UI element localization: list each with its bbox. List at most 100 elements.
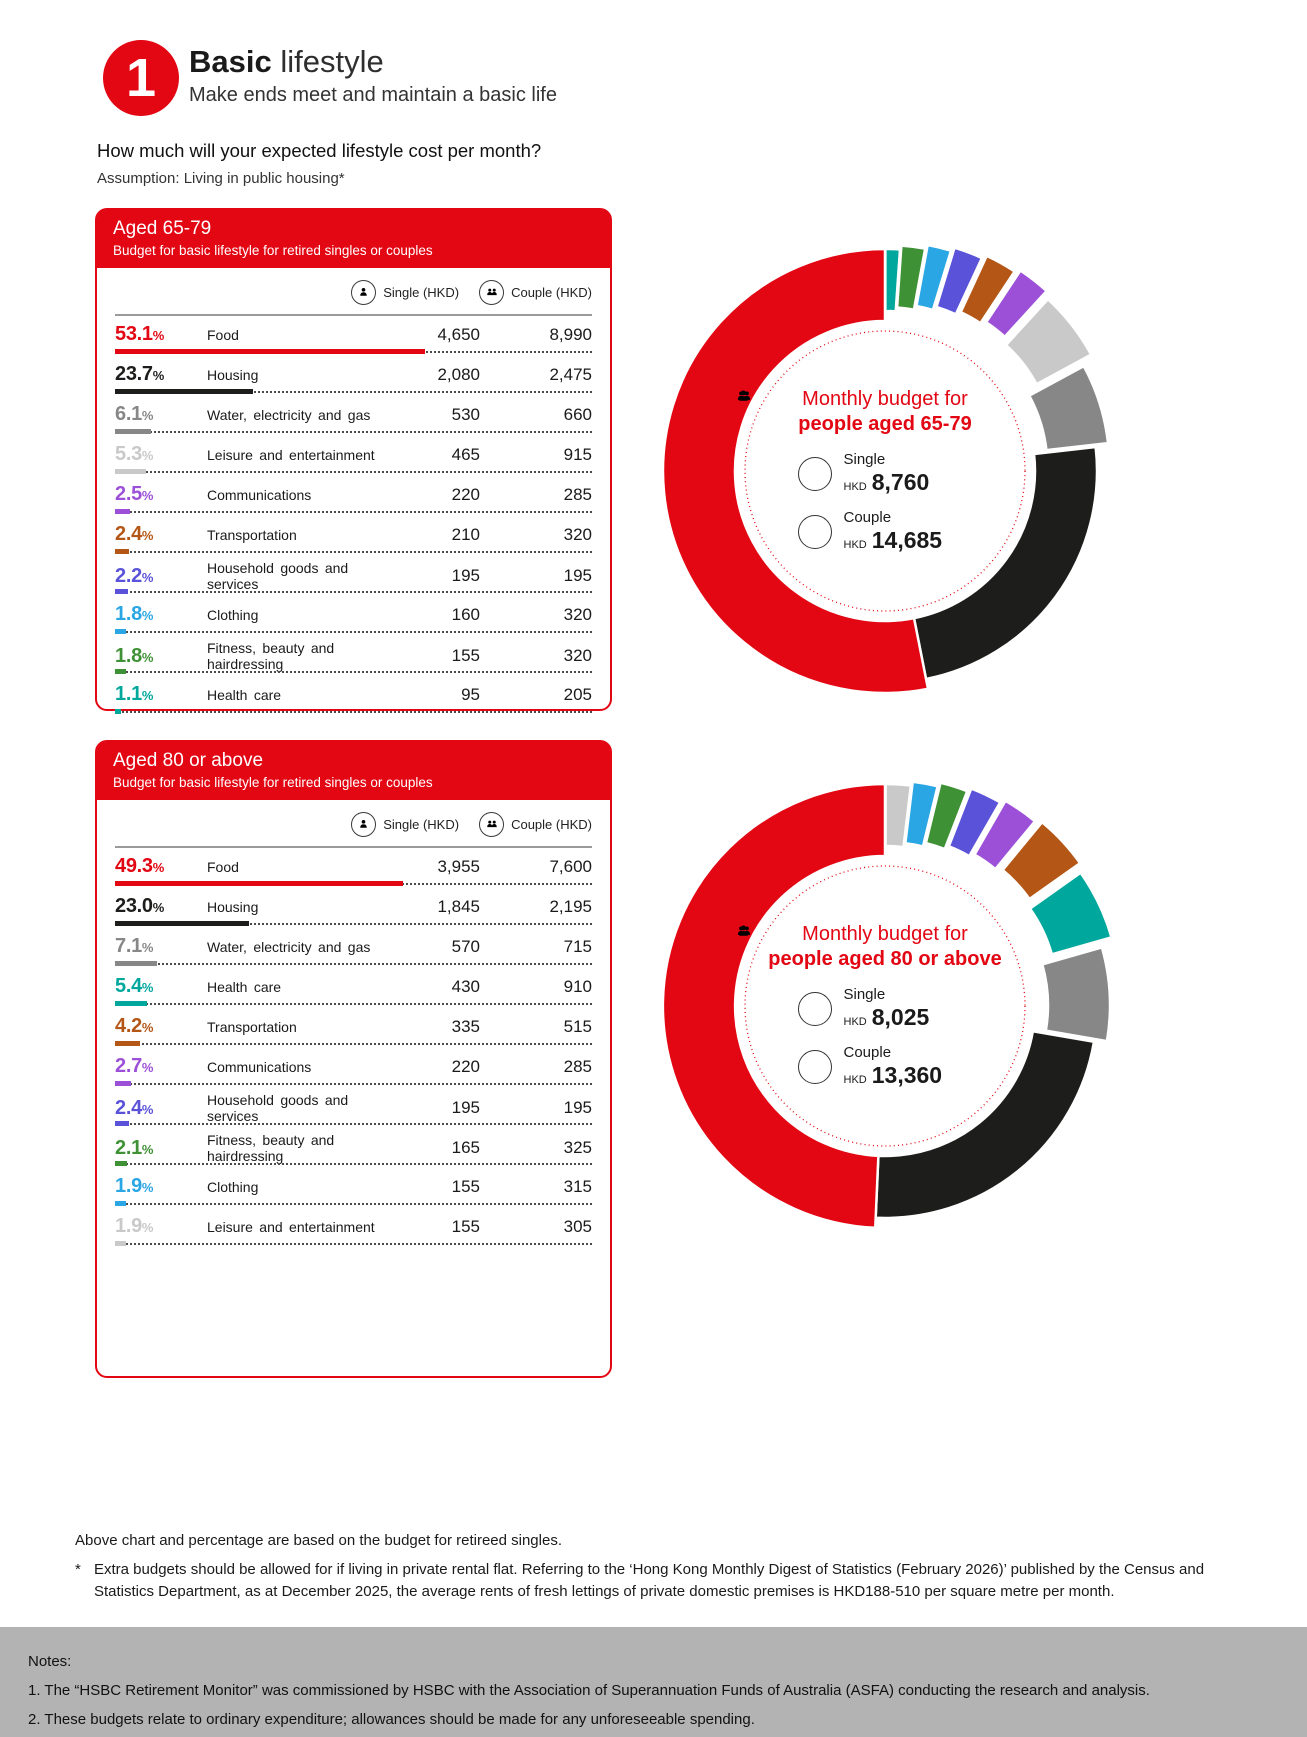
couple-value: 2,475 <box>549 364 592 384</box>
row-underline <box>115 1241 592 1248</box>
category-percent: 2.1% <box>115 1136 154 1159</box>
donut-title-line1: Monthly budget for <box>802 923 968 945</box>
category-percent: 23.7% <box>115 363 164 385</box>
donut-segment-housing <box>912 445 1099 681</box>
table-subtitle: Budget for basic lifestyle for retired s… <box>113 775 433 790</box>
couple-value: 195 <box>563 566 592 585</box>
donut-segment-communications <box>972 799 1037 871</box>
couple-column-label: Couple (HKD) <box>511 817 592 832</box>
category-label: Fitness, beauty and hairdressing <box>207 1132 335 1164</box>
dotted-line <box>115 1203 592 1205</box>
table-row: 1.8% Clothing 160 320 <box>115 596 592 636</box>
donut-segment-leisure-and-entertainment <box>1004 297 1093 386</box>
row-underline <box>115 629 592 636</box>
row-underline <box>115 1161 592 1168</box>
couple-value: 910 <box>563 976 592 996</box>
percent-bar <box>115 709 122 714</box>
single-value: 335 <box>451 1016 480 1036</box>
table-row: 4.2% Transportation 335 515 <box>115 1008 592 1048</box>
table-row: 23.7% Housing 2,080 2,475 <box>115 356 592 396</box>
single-value: 155 <box>451 646 480 665</box>
donut-segment-fitness-beauty-and-hairdressing <box>924 781 969 851</box>
donut-center-label: Monthly budget for people aged 80 or abo… <box>735 923 1035 1089</box>
currency-label: HKD <box>843 1074 867 1086</box>
couple-value: 320 <box>563 646 592 665</box>
single-budget-value: 8,025 <box>871 1004 930 1030</box>
couple-value: 195 <box>563 1098 592 1117</box>
percent-bar <box>115 549 129 554</box>
dotted-line <box>115 671 592 673</box>
row-underline <box>115 1081 592 1088</box>
column-headers: Single (HKD) Couple (HKD) <box>97 800 610 846</box>
couple-person-icon <box>737 926 832 1084</box>
table-rows: 53.1% Food 4,650 8,990 23.7% Housing 2,0… <box>97 316 610 716</box>
budget-table-80-above: Aged 80 or above Budget for basic lifest… <box>95 740 612 1378</box>
dotted-line <box>115 1163 592 1165</box>
category-label: Health care <box>207 686 282 703</box>
table-row: 49.3% Food 3,955 7,600 <box>115 848 592 888</box>
couple-budget: Couple HKD 13,360 <box>737 926 973 1089</box>
table-row: 5.3% Leisure and entertainment 465 915 <box>115 436 592 476</box>
dotted-line <box>115 963 592 965</box>
single-label: Single <box>843 986 886 1003</box>
category-label: Health care <box>207 978 282 995</box>
step-number: 1 <box>125 48 157 108</box>
donut-chart-65-79: Monthly budget for people aged 65-79 Sin… <box>640 226 1130 716</box>
row-underline <box>115 1201 592 1208</box>
couple-column-label: Couple (HKD) <box>511 285 592 300</box>
category-label: Household goods and services <box>207 1092 349 1124</box>
single-value: 3,955 <box>437 856 480 876</box>
question-text: How much will your expected lifestyle co… <box>97 140 542 161</box>
dotted-line <box>115 1123 592 1125</box>
single-column-label: Single (HKD) <box>383 285 460 300</box>
couple-budget: Couple HKD 14,685 <box>737 391 973 554</box>
category-percent: 5.4% <box>115 975 154 997</box>
table-rows: 49.3% Food 3,955 7,600 23.0% Housing 1,8… <box>97 848 610 1248</box>
single-value: 195 <box>451 566 480 585</box>
category-percent: 2.4% <box>115 523 154 545</box>
dotted-line <box>115 471 592 473</box>
donut-segment-leisure-and-entertainment <box>884 782 913 849</box>
percent-bar <box>115 881 403 886</box>
donut-segment-water-electricity-and-gas <box>1027 364 1110 452</box>
table-row: 1.8% Fitness, beauty and hairdressing 15… <box>115 636 592 676</box>
row-underline <box>115 1121 592 1128</box>
category-label: Fitness, beauty and hairdressing <box>207 640 335 672</box>
single-value: 95 <box>461 684 480 704</box>
donut-segment-clothing <box>903 780 940 848</box>
couple-value: 325 <box>563 1138 592 1157</box>
table-row: 1.9% Clothing 155 315 <box>115 1168 592 1208</box>
dotted-line <box>115 1043 592 1045</box>
donut-segment-water-electricity-and-gas <box>1040 945 1112 1043</box>
category-percent: 1.1% <box>115 683 154 705</box>
dotted-inner-ring <box>744 865 1026 1147</box>
notes-heading: Notes: <box>28 1653 72 1670</box>
category-label: Housing <box>207 366 259 383</box>
couple-value: 660 <box>563 404 592 424</box>
table-row: 23.0% Housing 1,845 2,195 <box>115 888 592 928</box>
note-item-1: 1. The “HSBC Retirement Monitor” was com… <box>28 1682 1150 1699</box>
donut-svg <box>661 780 1114 1230</box>
dotted-line <box>115 431 592 433</box>
category-label: Transportation <box>207 1018 297 1035</box>
single-value: 465 <box>451 444 480 464</box>
table-row: 2.7% Communications 220 285 <box>115 1048 592 1088</box>
category-label: Communications <box>207 1058 312 1075</box>
row-underline <box>115 1041 592 1048</box>
dotted-line <box>115 1003 592 1005</box>
page-title-bold: Basic <box>189 44 272 79</box>
row-underline <box>115 881 592 888</box>
table-row: 2.5% Communications 220 285 <box>115 476 592 516</box>
row-underline <box>115 389 592 396</box>
category-percent: 53.1% <box>115 323 164 345</box>
single-value: 430 <box>451 976 480 996</box>
percent-bar <box>115 1081 131 1086</box>
single-value: 155 <box>451 1176 480 1196</box>
donut-svg <box>661 243 1110 695</box>
single-budget-value: 8,760 <box>871 469 930 495</box>
donut-segment-transportation <box>1000 820 1082 901</box>
step-number-badge: 1 <box>103 40 179 116</box>
category-label: Food <box>207 326 239 343</box>
row-underline <box>115 709 592 716</box>
single-column-label: Single (HKD) <box>383 817 460 832</box>
